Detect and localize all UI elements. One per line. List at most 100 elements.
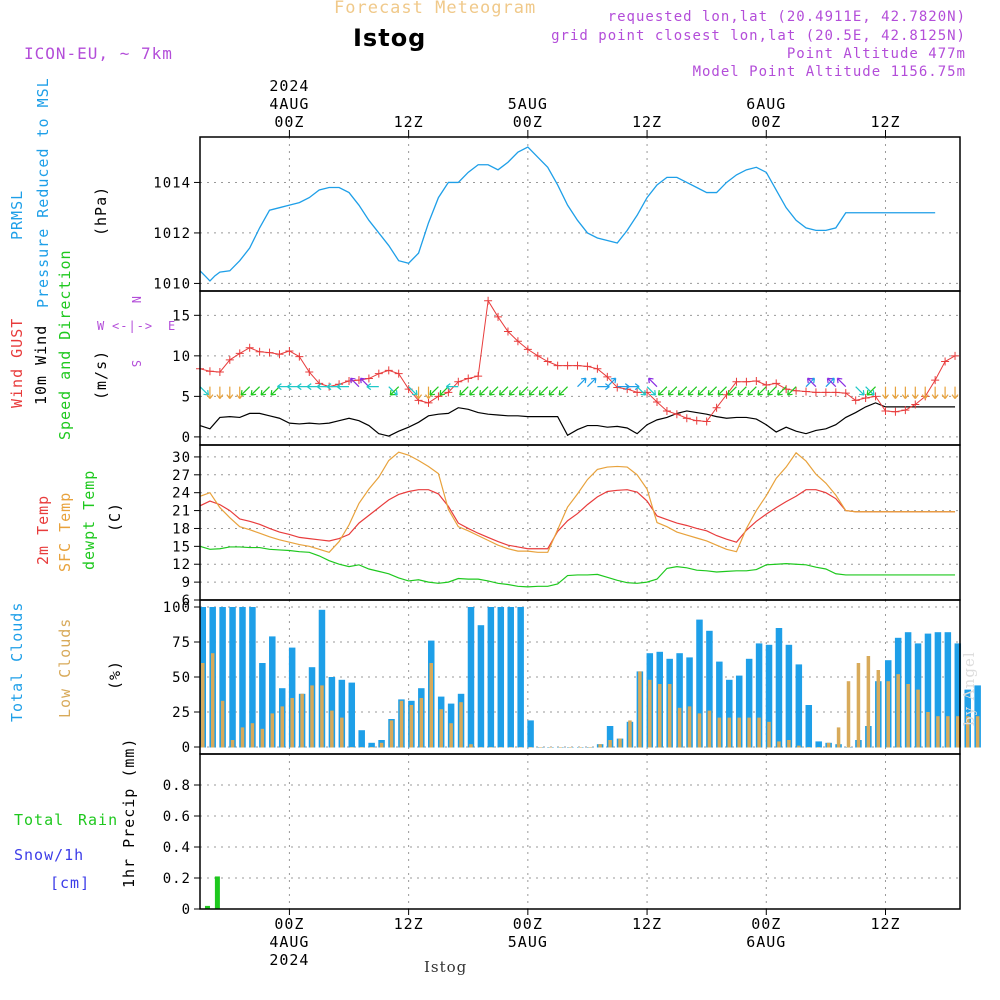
temperature-tick-label: 30 — [172, 450, 191, 466]
precip-tick-label: 0.2 — [163, 871, 191, 887]
top-time-label: 12Z — [394, 113, 424, 131]
top-time-label: 00Z — [274, 113, 304, 131]
low-cloud-bar — [300, 693, 304, 748]
bottom-time-label: 00Z — [274, 915, 304, 933]
wind-gust-point — [384, 366, 393, 375]
low-cloud-bar — [836, 727, 841, 748]
wind-direction-arrow — [415, 386, 423, 400]
total-cloud-bar — [229, 607, 236, 748]
total-cloud-bar — [795, 664, 803, 748]
total-cloud-bar — [477, 625, 485, 748]
low-cloud-bar — [340, 717, 344, 748]
wind-direction-arrow — [636, 386, 647, 396]
pressure-tick-label: 1010 — [153, 276, 191, 292]
wind-direction-arrow — [518, 386, 529, 396]
wind-direction-arrow — [787, 386, 797, 396]
total-cloud-bar — [517, 607, 524, 748]
wind-direction-arrow — [389, 386, 400, 396]
total-cloud-bar — [934, 632, 942, 748]
low-cloud-bar — [846, 681, 851, 748]
wind-gust-point — [205, 367, 214, 376]
pressure-series-line — [199, 146, 936, 282]
wind-direction-arrow — [587, 377, 597, 388]
low-cloud-bar — [975, 716, 980, 748]
wind-direction-arrow — [508, 386, 519, 396]
low-cloud-bar — [697, 713, 702, 748]
wind-gust-point — [871, 392, 880, 401]
top-time-label: 2024 — [269, 77, 309, 95]
wind-gust-point — [345, 376, 354, 385]
total-cloud-bar — [726, 679, 733, 748]
total-cloud-bar — [467, 607, 475, 748]
top-time-label: 00Z — [751, 113, 781, 131]
low-cloud-bar — [936, 716, 940, 748]
wind-gust-point — [742, 377, 751, 386]
wind-gust-point — [215, 368, 224, 377]
wind-gust-point — [245, 343, 254, 352]
wind-direction-arrow — [891, 386, 899, 400]
low-cloud-bar — [479, 747, 483, 748]
wind-direction-arrow — [206, 386, 214, 400]
wind-tick-label: 5 — [182, 389, 191, 405]
low-cloud-bar — [359, 747, 364, 748]
wind-gust-point — [831, 388, 840, 397]
wind-gust-point — [275, 350, 284, 359]
temperature-series-line — [199, 545, 956, 588]
wind-gust-point — [444, 388, 453, 397]
low-cloud-bar — [677, 707, 682, 748]
wind-gust-point — [255, 347, 264, 356]
wind-direction-arrow — [901, 386, 909, 400]
location-title: Istog — [353, 24, 427, 52]
grid-point-coords: grid point closest lon,lat (20.5E, 42.81… — [551, 28, 966, 44]
wind-direction-arrow — [767, 386, 777, 396]
wind-direction-arrow — [777, 386, 787, 396]
total-cloud-bar — [249, 607, 256, 748]
low-cloud-bar — [469, 744, 473, 748]
wind-gust-point — [762, 381, 771, 390]
total-cloud-bar — [954, 643, 962, 748]
low-cloud-bar — [856, 663, 861, 748]
total-cloud-bar — [219, 607, 226, 748]
low-clouds-label: Low Clouds — [56, 618, 74, 718]
clouds-tick-label: 75 — [172, 635, 191, 651]
low-cloud-bar — [956, 716, 960, 748]
temp-dewpt-label: dewpt Temp — [80, 470, 98, 570]
total-cloud-bar — [735, 675, 743, 748]
model-label: ICON-EU, ~ 7km — [24, 44, 173, 63]
low-cloud-bar — [598, 744, 602, 748]
wind-direction-arrow — [250, 386, 261, 396]
wind-gust-point — [305, 368, 314, 377]
low-cloud-bar — [916, 689, 920, 748]
low-cloud-bar — [270, 713, 275, 748]
wind-gust-point — [513, 337, 522, 346]
total-cloud-bar — [318, 609, 326, 748]
precip-total-label: Total — [14, 811, 64, 829]
wind-direction-arrow — [336, 383, 350, 391]
wind-direction-arrow — [606, 377, 617, 388]
wind-direction-arrow — [226, 386, 234, 400]
wind-gust-point — [633, 388, 642, 397]
pressure-label: PRMSL — [8, 190, 26, 240]
compass-arrows: <-|-> — [112, 319, 153, 333]
wind-label: 10m Wind — [32, 325, 50, 405]
low-cloud-bar — [419, 698, 424, 748]
total-cloud-bar — [288, 647, 296, 748]
low-cloud-bar — [687, 706, 692, 748]
gust-label: Wind GUST — [8, 318, 26, 408]
wind-direction-arrow — [270, 386, 280, 396]
wind-direction-arrow — [882, 386, 889, 400]
total-cloud-bar — [358, 730, 365, 748]
wind-speed-line — [199, 402, 956, 437]
top-time-label: 5AUG — [508, 95, 548, 113]
wind-direction-arrow — [445, 383, 459, 391]
low-cloud-bar — [747, 717, 751, 748]
wind-direction-arrow — [951, 386, 959, 400]
temperature-tick-label: 12 — [172, 557, 191, 573]
total-cloud-bar — [487, 607, 495, 748]
wind-direction-arrow — [366, 383, 379, 391]
temperature-series-line — [199, 451, 956, 553]
total-cloud-bar — [765, 644, 773, 748]
low-cloud-bar — [826, 742, 831, 748]
compass-east: E — [168, 319, 176, 333]
wind-gust-point — [851, 396, 860, 405]
